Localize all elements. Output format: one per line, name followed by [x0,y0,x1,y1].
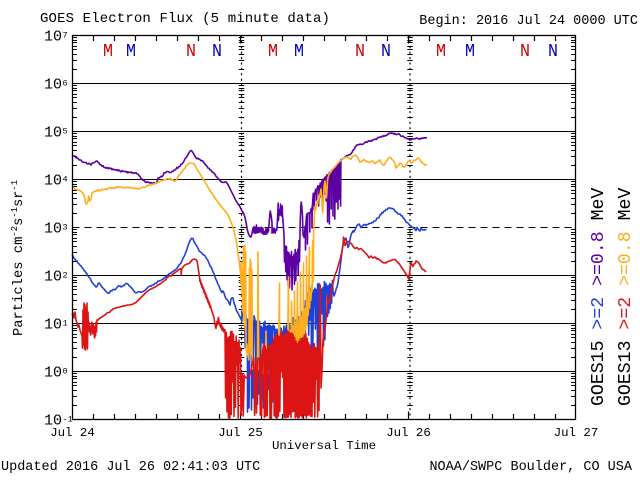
svg-text:10: 10 [44,221,62,238]
svg-text:Jul 26: Jul 26 [386,426,431,440]
svg-text:Particles cm-2s-1sr-1: Particles cm-2s-1sr-1 [10,180,27,336]
svg-text:Jul 27: Jul 27 [554,426,599,440]
svg-text:10: 10 [44,125,62,142]
svg-text:N: N [381,42,391,62]
svg-text:2: 2 [63,271,68,281]
svg-text:N: N [520,42,530,62]
svg-text:M: M [103,42,113,62]
svg-text:N: N [355,42,365,62]
svg-text:1: 1 [63,319,68,329]
svg-text:GOES Electron Flux (5 minute d: GOES Electron Flux (5 minute data) [40,11,330,27]
svg-text:10: 10 [44,413,62,430]
svg-text:4: 4 [63,175,68,185]
svg-text:0: 0 [63,367,68,377]
svg-text:GOES13 >=2 >=0.8 MeV: GOES13 >=2 >=0.8 MeV [616,188,636,406]
svg-text:Begin: 2016 Jul 24 0000 UTC: Begin: 2016 Jul 24 0000 UTC [419,14,638,29]
svg-text:10: 10 [44,77,62,94]
svg-text:Jul 25: Jul 25 [218,426,263,440]
svg-text:M: M [294,42,304,62]
svg-text:M: M [126,42,136,62]
svg-text:3: 3 [63,223,68,233]
svg-text:7: 7 [63,31,68,41]
svg-text:10: 10 [44,269,62,286]
svg-text:N: N [212,42,222,62]
svg-text:M: M [465,42,475,62]
svg-text:Universal Time: Universal Time [272,439,376,453]
svg-text:10: 10 [44,317,62,334]
svg-text:NOAA/SWPC Boulder, CO USA: NOAA/SWPC Boulder, CO USA [429,460,632,475]
svg-text:5: 5 [63,127,68,137]
svg-text:N: N [186,42,196,62]
svg-text:GOES15 >=2 >=0.8 MeV: GOES15 >=2 >=0.8 MeV [589,188,609,406]
svg-text:10: 10 [44,29,62,46]
svg-text:Jul 24: Jul 24 [50,426,95,440]
svg-text:M: M [268,42,278,62]
svg-text:10: 10 [44,173,62,190]
svg-text:-1: -1 [63,415,73,425]
svg-text:6: 6 [63,79,68,89]
svg-text:N: N [548,42,558,62]
svg-text:M: M [436,42,446,62]
svg-text:Updated 2016 Jul 26 02:41:03 U: Updated 2016 Jul 26 02:41:03 UTC [1,460,260,475]
svg-text:10: 10 [44,365,62,382]
